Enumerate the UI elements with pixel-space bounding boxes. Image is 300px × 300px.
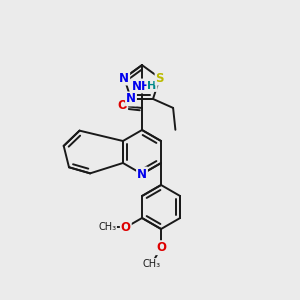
Text: N: N bbox=[126, 92, 136, 106]
Text: S: S bbox=[155, 71, 164, 85]
Text: N: N bbox=[119, 71, 129, 85]
Text: O: O bbox=[117, 99, 127, 112]
Text: O: O bbox=[121, 221, 131, 234]
Text: NH: NH bbox=[132, 80, 152, 92]
Text: H: H bbox=[147, 81, 157, 91]
Text: O: O bbox=[156, 241, 166, 254]
Text: N: N bbox=[137, 167, 147, 181]
Text: CH₃: CH₃ bbox=[142, 259, 161, 269]
Text: CH₃: CH₃ bbox=[98, 222, 116, 232]
